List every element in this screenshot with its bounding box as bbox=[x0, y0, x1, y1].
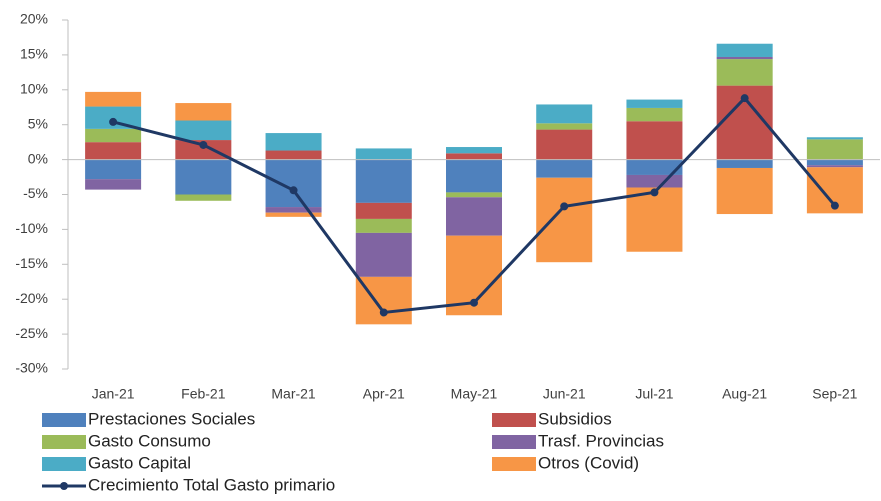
legend-swatch bbox=[42, 435, 86, 449]
bar-segment bbox=[716, 59, 773, 86]
x-tick-label: Jul-21 bbox=[635, 386, 673, 402]
bar-segment bbox=[355, 218, 412, 233]
y-tick-label: 0% bbox=[28, 150, 48, 166]
bar-segment bbox=[626, 99, 683, 108]
bar-segment bbox=[446, 147, 502, 154]
x-tick-label: Jun-21 bbox=[543, 386, 586, 402]
line-marker bbox=[740, 94, 749, 103]
bar-segment bbox=[355, 159, 412, 203]
legend-label: Trasf. Provincias bbox=[538, 431, 664, 450]
line-marker bbox=[379, 308, 388, 317]
bar-segment bbox=[626, 159, 683, 175]
bar-segment bbox=[355, 148, 412, 160]
legend-swatch bbox=[42, 413, 86, 427]
legend-swatch bbox=[492, 457, 536, 471]
legend-swatch bbox=[492, 435, 536, 449]
y-tick-label: 15% bbox=[20, 46, 48, 62]
line-marker bbox=[560, 202, 569, 211]
line-marker bbox=[109, 117, 118, 126]
y-tick-label: -20% bbox=[15, 290, 48, 306]
x-tick-label: Aug-21 bbox=[722, 386, 767, 402]
bar-segment bbox=[446, 153, 502, 160]
y-tick-label: -5% bbox=[23, 185, 48, 201]
bar-segment bbox=[85, 106, 142, 129]
line-marker bbox=[830, 201, 839, 210]
bar-segment bbox=[806, 137, 863, 140]
bar-segment bbox=[85, 91, 142, 107]
legend-label: Subsidios bbox=[538, 409, 612, 428]
x-tick-label: Sep-21 bbox=[812, 386, 857, 402]
bar-segment bbox=[716, 43, 773, 57]
bar-segment bbox=[355, 232, 412, 277]
bar-segment bbox=[446, 197, 502, 236]
bar-segment bbox=[175, 194, 232, 201]
x-tick-label: Mar-21 bbox=[271, 386, 316, 402]
bar-segment bbox=[626, 107, 683, 122]
bar-segment bbox=[806, 165, 863, 168]
bar-segment bbox=[85, 142, 142, 160]
bar-segment bbox=[536, 159, 593, 178]
line-marker bbox=[650, 188, 659, 197]
bar-segment bbox=[536, 123, 593, 130]
legend-swatch bbox=[492, 413, 536, 427]
legend-label: Prestaciones Sociales bbox=[88, 409, 255, 428]
x-tick-label: May-21 bbox=[451, 386, 498, 402]
line-marker bbox=[470, 298, 478, 307]
bar-segment bbox=[175, 103, 232, 121]
bar-segment bbox=[265, 159, 322, 208]
bar-segment bbox=[626, 187, 683, 252]
bar-segment bbox=[716, 167, 773, 215]
bar-segment bbox=[806, 159, 863, 166]
bar-segment bbox=[265, 212, 322, 217]
y-tick-label: -25% bbox=[15, 325, 48, 341]
x-tick-label: Jan-21 bbox=[92, 386, 135, 402]
legend-label: Otros (Covid) bbox=[538, 453, 639, 472]
bar-segment bbox=[175, 120, 232, 141]
bar-segment bbox=[536, 177, 593, 263]
bar-segment bbox=[85, 128, 142, 143]
line-marker bbox=[289, 186, 298, 195]
legend-label: Gasto Capital bbox=[88, 453, 191, 472]
bar-segment bbox=[85, 159, 142, 180]
y-tick-label: 20% bbox=[20, 11, 48, 27]
bar-segment bbox=[806, 139, 863, 160]
bar-segment bbox=[85, 179, 142, 190]
bar-segment bbox=[716, 159, 773, 168]
x-tick-label: Apr-21 bbox=[363, 386, 405, 402]
bar-segment bbox=[265, 133, 322, 151]
y-tick-label: 5% bbox=[28, 115, 48, 131]
legend-label: Gasto Consumo bbox=[88, 431, 211, 450]
bar-segment bbox=[536, 104, 593, 124]
bar-segment bbox=[446, 159, 502, 193]
bar-segment bbox=[446, 192, 502, 198]
y-tick-label: -30% bbox=[15, 360, 48, 376]
y-tick-label: -15% bbox=[15, 255, 48, 271]
bar-segment bbox=[626, 121, 683, 160]
y-tick-label: -10% bbox=[15, 220, 48, 236]
line-marker bbox=[199, 140, 208, 149]
legend-swatch bbox=[42, 457, 86, 471]
bar-segment bbox=[355, 202, 412, 219]
bar-segment bbox=[175, 159, 232, 195]
bar-segment bbox=[265, 150, 322, 160]
bar-segment bbox=[175, 140, 232, 160]
legend-marker bbox=[60, 482, 68, 490]
bar-segment bbox=[626, 174, 683, 188]
bar-segment bbox=[536, 129, 593, 160]
bar-segment bbox=[716, 56, 773, 60]
y-tick-label: 10% bbox=[20, 81, 48, 97]
bar-segment bbox=[265, 207, 322, 213]
legend-label: Crecimiento Total Gasto primario bbox=[88, 475, 335, 494]
x-tick-label: Feb-21 bbox=[181, 386, 226, 402]
